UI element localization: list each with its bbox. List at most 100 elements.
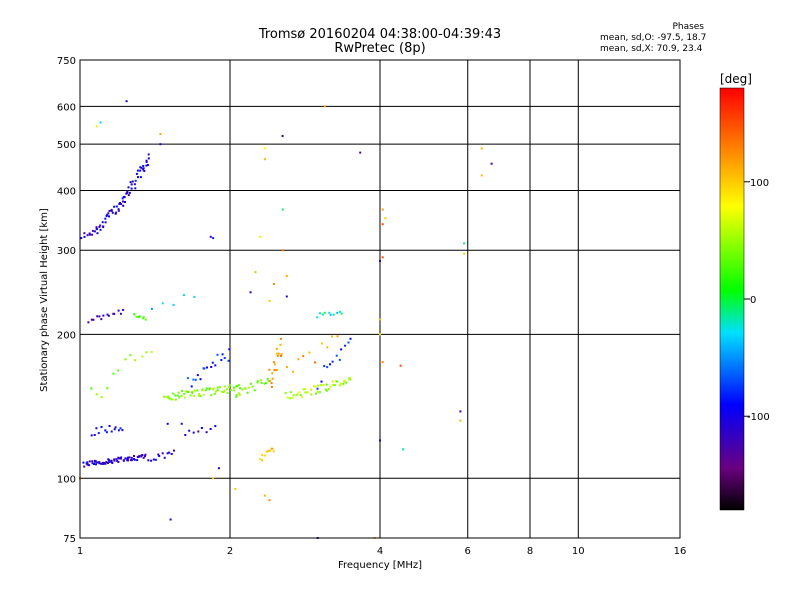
- data-point: [338, 310, 341, 313]
- data-point: [105, 461, 108, 463]
- data-point: [92, 318, 95, 321]
- data-point: [115, 205, 118, 208]
- data-point: [310, 388, 312, 391]
- data-point: [261, 459, 263, 462]
- data-point: [158, 455, 161, 457]
- data-point: [281, 135, 284, 137]
- data-point: [327, 388, 330, 390]
- data-point: [192, 378, 195, 381]
- data-point: [285, 275, 288, 277]
- data-point: [235, 385, 238, 388]
- data-point: [173, 449, 175, 452]
- y-tick-label: 200: [57, 330, 76, 341]
- data-point: [235, 395, 238, 398]
- data-point: [275, 347, 278, 350]
- data-point: [119, 312, 122, 315]
- x-tick-label: 1: [77, 546, 83, 557]
- data-point: [313, 385, 315, 388]
- data-point: [120, 203, 123, 206]
- data-point: [95, 393, 98, 396]
- data-point: [107, 212, 110, 215]
- data-point: [90, 434, 93, 437]
- data-point: [107, 314, 110, 317]
- data-point: [95, 427, 98, 430]
- data-point: [119, 202, 121, 204]
- data-point: [213, 392, 216, 395]
- data-point: [105, 431, 108, 434]
- data-point: [126, 191, 129, 194]
- data-point: [331, 384, 334, 387]
- data-point: [150, 459, 153, 462]
- data-point: [323, 105, 326, 108]
- data-point: [193, 394, 195, 397]
- data-point: [381, 361, 384, 364]
- data-point: [119, 457, 122, 460]
- data-point: [339, 384, 342, 387]
- data-point: [97, 432, 100, 435]
- data-point: [145, 351, 148, 354]
- data-point: [125, 100, 128, 103]
- data-point: [144, 318, 147, 321]
- data-point: [317, 384, 320, 387]
- data-point: [121, 197, 124, 200]
- data-point: [145, 164, 148, 167]
- data-point: [117, 208, 120, 211]
- data-point: [93, 230, 96, 233]
- data-point: [271, 447, 274, 450]
- data-point: [152, 458, 155, 461]
- data-point: [128, 456, 131, 459]
- data-point: [269, 450, 271, 452]
- colorbar-gradient: [719, 87, 745, 511]
- data-point: [379, 439, 381, 442]
- data-point: [239, 387, 242, 390]
- data-point: [83, 232, 86, 235]
- data-point: [251, 385, 254, 388]
- data-point: [194, 378, 197, 381]
- data-point: [91, 229, 94, 232]
- data-point: [208, 387, 211, 390]
- data-point: [259, 458, 262, 461]
- data-point: [193, 295, 196, 298]
- data-point: [192, 431, 195, 434]
- data-point: [180, 394, 183, 397]
- data-point: [216, 353, 219, 356]
- data-point: [320, 380, 323, 383]
- data-point: [237, 384, 240, 387]
- data-point: [168, 397, 171, 400]
- data-point: [184, 396, 186, 399]
- data-point: [331, 335, 334, 338]
- y-tick-label: 750: [57, 56, 76, 67]
- data-point: [329, 385, 332, 388]
- data-point: [209, 235, 212, 238]
- data-point: [215, 390, 218, 393]
- data-point: [163, 456, 166, 459]
- data-point: [318, 391, 321, 394]
- data-point: [205, 387, 208, 390]
- data-point: [263, 494, 266, 497]
- data-point: [128, 191, 131, 194]
- data-point: [166, 422, 169, 425]
- data-point: [268, 499, 271, 502]
- data-point: [96, 315, 99, 318]
- data-point: [316, 387, 319, 390]
- data-point: [272, 450, 275, 453]
- data-point: [205, 431, 208, 434]
- data-point: [88, 464, 91, 467]
- data-point: [127, 456, 130, 459]
- phases-info: Phases mean, sd,O: -97.5, 18.7 mean, sd,…: [600, 22, 740, 55]
- data-point: [142, 316, 145, 319]
- phases-o-stats: mean, sd,O: -97.5, 18.7: [600, 33, 707, 43]
- data-point: [124, 201, 126, 203]
- data-point: [226, 392, 229, 394]
- data-point: [189, 394, 192, 397]
- data-point: [139, 176, 142, 179]
- data-point: [137, 176, 139, 179]
- data-point: [98, 226, 101, 228]
- data-point: [263, 147, 266, 150]
- data-point: [187, 391, 190, 393]
- data-point: [304, 391, 307, 394]
- y-tick-label: 600: [57, 102, 76, 113]
- data-point: [289, 397, 292, 400]
- data-point: [274, 369, 277, 372]
- data-point: [89, 233, 91, 236]
